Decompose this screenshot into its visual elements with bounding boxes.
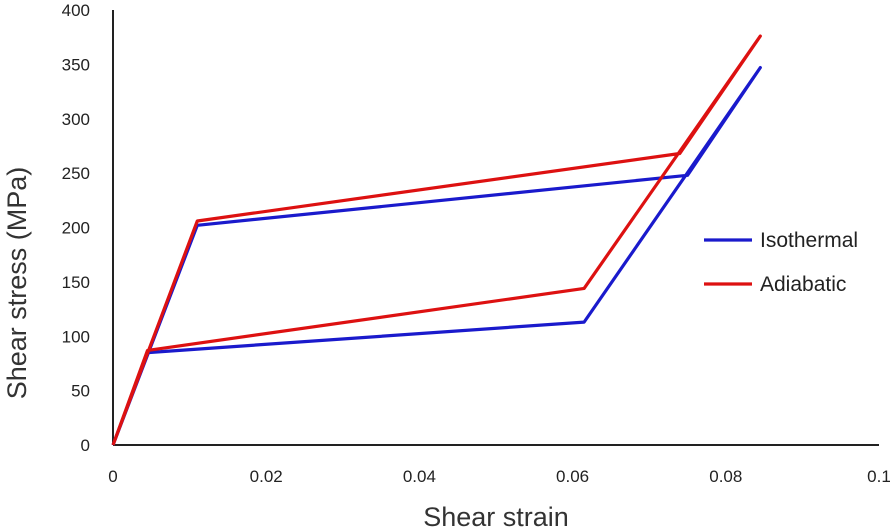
x-tick-label: 0.1 bbox=[867, 467, 891, 486]
x-tick-labels: 0 0.02 0.04 0.06 0.08 0.1 bbox=[108, 467, 891, 486]
x-axis-title: Shear strain bbox=[423, 502, 569, 531]
x-tick-label: 0.04 bbox=[403, 467, 436, 486]
x-tick-label: 0 bbox=[108, 467, 117, 486]
x-tick-label: 0.08 bbox=[709, 467, 742, 486]
series-layer bbox=[111, 34, 762, 446]
legend: Isothermal Adiabatic bbox=[704, 229, 858, 296]
series-line-adiabatic bbox=[111, 34, 762, 446]
y-tick-label: 0 bbox=[81, 436, 90, 455]
y-tick-label: 400 bbox=[62, 1, 90, 20]
y-tick-label: 150 bbox=[62, 273, 90, 292]
x-tick-label: 0.06 bbox=[556, 467, 589, 486]
y-axis-title: Shear stress (MPa) bbox=[2, 167, 32, 400]
y-tick-label: 300 bbox=[62, 110, 90, 129]
y-tick-label: 50 bbox=[71, 382, 90, 401]
y-tick-label: 350 bbox=[62, 55, 90, 74]
y-tick-labels: 0 50 100 150 200 250 300 350 400 bbox=[62, 1, 90, 455]
y-tick-label: 200 bbox=[62, 219, 90, 238]
y-tick-label: 100 bbox=[62, 327, 90, 346]
x-tick-label: 0.02 bbox=[250, 467, 283, 486]
legend-label-isothermal: Isothermal bbox=[760, 229, 858, 252]
y-tick-label: 250 bbox=[62, 164, 90, 183]
series-line-isothermal bbox=[111, 65, 762, 446]
legend-label-adiabatic: Adiabatic bbox=[760, 273, 846, 296]
